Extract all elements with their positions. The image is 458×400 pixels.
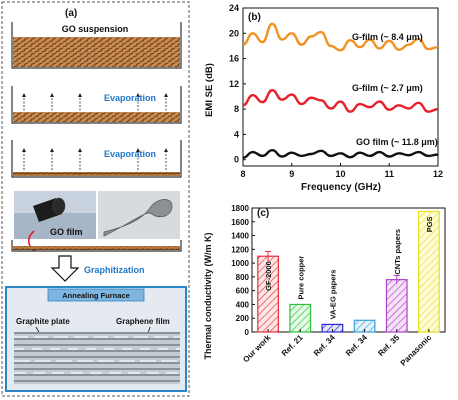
x-tick-label: 10 bbox=[335, 169, 345, 179]
y-tick-label: 1400 bbox=[231, 232, 249, 241]
beaker-evaporation-1: Evaporation bbox=[11, 86, 182, 124]
thin-film-layer bbox=[13, 172, 180, 176]
y-tick-label: 16 bbox=[229, 54, 239, 64]
stack-highlights bbox=[14, 336, 180, 374]
x-tick-label: 12 bbox=[433, 169, 443, 179]
category-label: Ref. 35 bbox=[376, 333, 401, 358]
graphitization-step: Graphitization bbox=[50, 255, 145, 282]
series-label: G-film (~ 8.4 μm) bbox=[352, 32, 423, 42]
graphitization-label: Graphitization bbox=[84, 265, 145, 275]
y-tick-label: 12 bbox=[229, 79, 239, 89]
category-label: Ref. 34 bbox=[344, 333, 369, 358]
panel-a: (a) GO suspension Evaporation bbox=[1, 1, 190, 397]
category-label: Panasonic bbox=[399, 333, 434, 368]
category-label: Our work bbox=[241, 333, 273, 365]
bar-annotation: GF-2000 bbox=[264, 261, 273, 291]
bar-annotation: VA-EG papers bbox=[328, 270, 337, 320]
series-label: GO film (~ 11.8 μm) bbox=[356, 137, 438, 147]
fluid-mid bbox=[13, 112, 180, 122]
down-arrow-icon bbox=[50, 255, 80, 282]
beaker-evaporation-2: Evaporation bbox=[11, 140, 182, 178]
panel-b-label: (b) bbox=[248, 12, 261, 23]
y-tick-label: 200 bbox=[236, 314, 250, 323]
go-film-strip bbox=[13, 246, 180, 250]
x-tick-label: 8 bbox=[240, 169, 245, 179]
panel-c-label: (c) bbox=[257, 208, 269, 219]
category-label: Ref. 34 bbox=[312, 333, 337, 358]
go-film-photos: GO film bbox=[11, 191, 182, 252]
series-label: G-film (~ 2.7 μm) bbox=[352, 83, 423, 93]
y-tick-label: 8 bbox=[234, 104, 239, 114]
evaporation-arrows-1 bbox=[22, 93, 168, 114]
furnace-label: Annealing Furnace bbox=[62, 291, 130, 300]
panel-b-xlabel: Frequency (GHz) bbox=[301, 182, 381, 193]
beaker-walls bbox=[11, 140, 182, 178]
go-film-label: GO film bbox=[50, 227, 83, 237]
x-tick-label: 9 bbox=[289, 169, 294, 179]
panel-c-thermal-chart: (c) Thermal conductivity (W/m K) 0 200 400… bbox=[203, 204, 446, 368]
bar-annotation: CNTs papers bbox=[393, 229, 402, 275]
panel-a-label: (a) bbox=[65, 8, 77, 19]
category-label: Ref. 21 bbox=[280, 333, 305, 358]
graphite-plate-label: Graphite plate bbox=[16, 317, 70, 326]
panel-a-frame bbox=[1, 1, 190, 397]
y-tick-label: 800 bbox=[236, 273, 250, 282]
beaker-bottom-walls bbox=[11, 240, 182, 252]
y-tick-label: 1200 bbox=[231, 245, 249, 254]
graphene-film-label: Graphene film bbox=[116, 317, 170, 326]
rolled-film-end-icon bbox=[52, 197, 66, 215]
y-tick-label: 4 bbox=[234, 129, 239, 139]
series-line bbox=[242, 88, 439, 113]
bar bbox=[289, 303, 312, 333]
y-tick-label: 0 bbox=[245, 328, 250, 337]
suspension-fluid bbox=[13, 37, 180, 67]
bar-annotation: PGS bbox=[425, 216, 434, 232]
y-tick-label: 1800 bbox=[231, 204, 249, 213]
beaker-walls bbox=[11, 86, 182, 124]
furnace-header bbox=[47, 288, 145, 302]
bar-annotation: Pure copper bbox=[296, 256, 305, 300]
y-tick-label: 1000 bbox=[231, 259, 249, 268]
beaker-walls bbox=[11, 22, 182, 69]
series-line bbox=[242, 148, 439, 159]
y-tick-label: 400 bbox=[236, 300, 250, 309]
panel-b-emi-chart: (b) EMI SE (dB) Frequency (GHz) 8 9 10 11 12… bbox=[204, 3, 443, 193]
panel-b-ylabel: EMI SE (dB) bbox=[204, 63, 215, 117]
x-tick-label: 11 bbox=[384, 169, 394, 179]
y-tick-label: 0 bbox=[234, 155, 239, 165]
suspension-label: GO suspension bbox=[62, 24, 129, 34]
annealing-furnace: Annealing Furnace Graphite plate Graphen… bbox=[5, 286, 187, 392]
evaporation-label-1: Evaporation bbox=[104, 93, 156, 103]
flexible-film-icon bbox=[103, 199, 173, 237]
film-stack bbox=[14, 332, 180, 384]
bar bbox=[385, 279, 408, 333]
series-line bbox=[242, 22, 439, 52]
y-tick-label: 24 bbox=[229, 3, 239, 13]
plot-frame bbox=[251, 207, 446, 333]
panel-c-ylabel: Thermal conductivity (W/m K) bbox=[203, 232, 213, 359]
beaker-suspension: GO suspension bbox=[11, 22, 182, 69]
y-tick-label: 600 bbox=[236, 287, 250, 296]
y-tick-label: 1600 bbox=[231, 218, 249, 227]
y-tick-label: 20 bbox=[229, 28, 239, 38]
evaporation-label-2: Evaporation bbox=[104, 149, 156, 159]
